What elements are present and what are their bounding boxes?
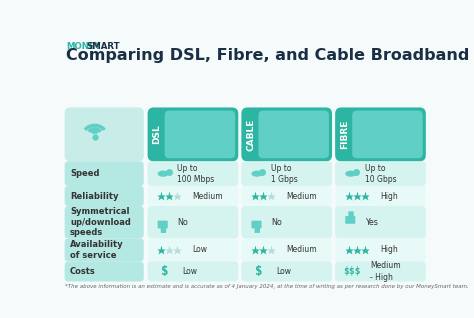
Text: No: No <box>271 218 282 227</box>
FancyBboxPatch shape <box>335 238 426 261</box>
Text: Symmetrical
up/download
speeds: Symmetrical up/download speeds <box>70 207 131 238</box>
Text: CABLE: CABLE <box>246 118 255 151</box>
Text: SMART: SMART <box>87 42 120 51</box>
FancyBboxPatch shape <box>147 161 238 186</box>
Text: Up to
10 Gbps: Up to 10 Gbps <box>365 164 396 184</box>
Text: Speed: Speed <box>70 169 100 178</box>
FancyBboxPatch shape <box>255 226 260 233</box>
FancyBboxPatch shape <box>64 238 144 261</box>
FancyBboxPatch shape <box>64 107 144 161</box>
Text: Low: Low <box>276 267 291 276</box>
FancyBboxPatch shape <box>335 161 426 186</box>
Text: No: No <box>177 218 188 227</box>
FancyBboxPatch shape <box>335 261 426 281</box>
FancyBboxPatch shape <box>64 161 144 186</box>
FancyBboxPatch shape <box>64 261 144 281</box>
Ellipse shape <box>158 170 169 177</box>
FancyBboxPatch shape <box>241 161 332 186</box>
FancyBboxPatch shape <box>147 186 238 206</box>
FancyBboxPatch shape <box>158 221 168 228</box>
FancyBboxPatch shape <box>147 238 238 261</box>
Text: High: High <box>380 191 398 201</box>
FancyBboxPatch shape <box>352 111 423 158</box>
Text: FIBRE: FIBRE <box>340 120 349 149</box>
Text: Reliability: Reliability <box>70 191 118 201</box>
FancyBboxPatch shape <box>241 238 332 261</box>
FancyBboxPatch shape <box>241 186 332 206</box>
Text: Medium
- High: Medium - High <box>370 261 401 281</box>
FancyBboxPatch shape <box>164 111 235 158</box>
Text: $: $ <box>161 265 168 278</box>
Text: *The above information is an estimate and is accurate as of 4 January 2024, at t: *The above information is an estimate an… <box>64 284 468 289</box>
FancyBboxPatch shape <box>335 206 426 238</box>
FancyBboxPatch shape <box>64 206 144 238</box>
Text: MONEY: MONEY <box>66 42 101 51</box>
Text: $: $ <box>255 265 262 278</box>
Text: High: High <box>380 245 398 254</box>
FancyBboxPatch shape <box>147 107 238 161</box>
Text: Low: Low <box>192 245 208 254</box>
Text: $$$: $$$ <box>343 266 361 276</box>
Text: Comparing DSL, Fibre, and Cable Broadband: Comparing DSL, Fibre, and Cable Broadban… <box>66 48 470 63</box>
Ellipse shape <box>251 170 262 177</box>
FancyBboxPatch shape <box>147 206 238 238</box>
Text: Medium: Medium <box>192 191 223 201</box>
FancyBboxPatch shape <box>161 226 166 233</box>
FancyBboxPatch shape <box>345 216 356 224</box>
FancyBboxPatch shape <box>147 261 238 281</box>
Text: Medium: Medium <box>286 191 317 201</box>
FancyBboxPatch shape <box>335 107 426 161</box>
Text: Low: Low <box>182 267 198 276</box>
FancyBboxPatch shape <box>258 111 329 158</box>
Text: Up to
100 Mbps: Up to 100 Mbps <box>177 164 214 184</box>
FancyBboxPatch shape <box>241 107 332 161</box>
Text: Availability
of service: Availability of service <box>70 240 124 260</box>
FancyBboxPatch shape <box>348 211 354 218</box>
FancyBboxPatch shape <box>64 186 144 206</box>
Text: DSL: DSL <box>153 125 162 144</box>
FancyBboxPatch shape <box>335 186 426 206</box>
FancyBboxPatch shape <box>251 221 262 228</box>
Text: Yes: Yes <box>365 218 377 227</box>
Text: Costs: Costs <box>70 267 96 276</box>
FancyBboxPatch shape <box>241 261 332 281</box>
Ellipse shape <box>345 170 356 177</box>
Text: Up to
1 Gbps: Up to 1 Gbps <box>271 164 298 184</box>
FancyBboxPatch shape <box>241 206 332 238</box>
Text: Medium: Medium <box>286 245 317 254</box>
